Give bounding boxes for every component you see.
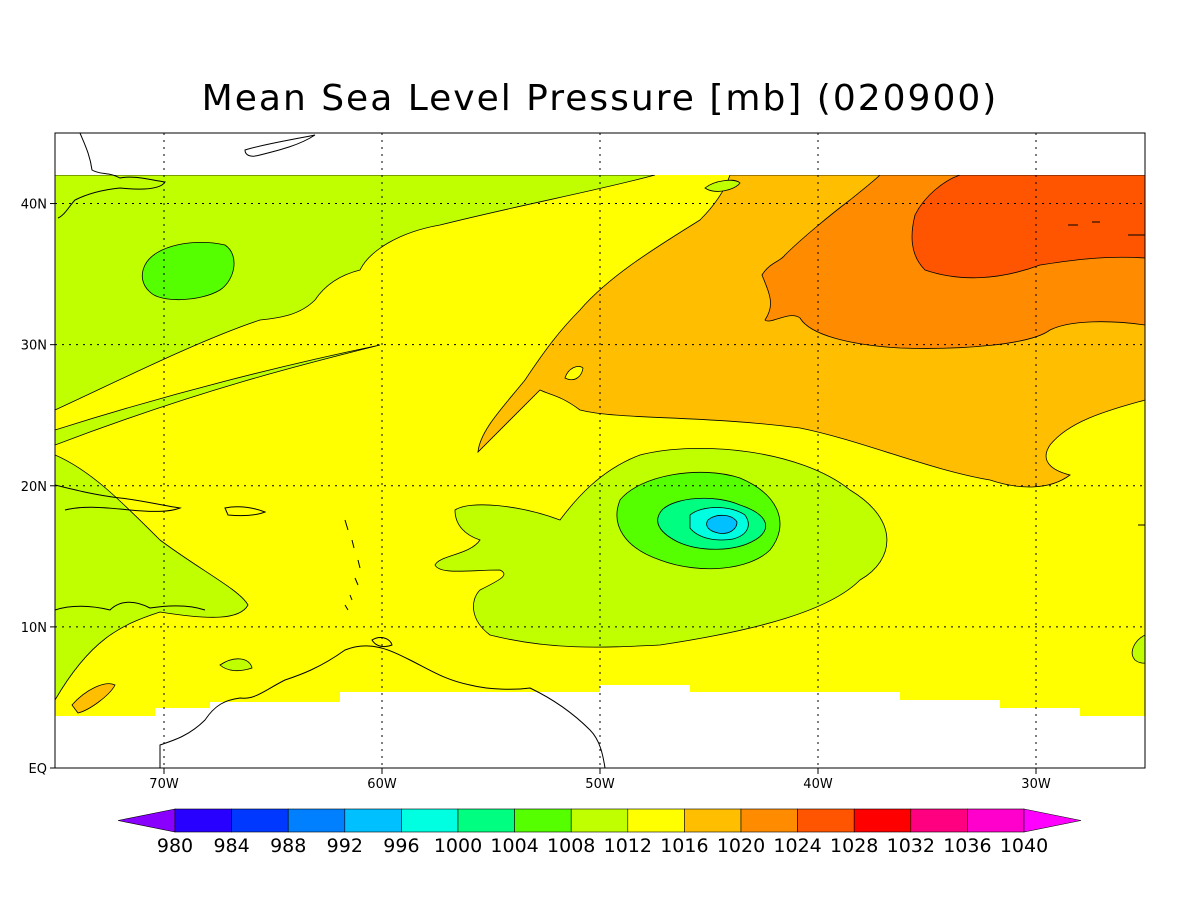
colorbar-swatch [457, 808, 515, 833]
coast-central-america [55, 601, 206, 611]
lon-tick-label: 30W [1021, 777, 1051, 792]
lat-tick-label: 40N [21, 198, 47, 213]
graticule [55, 133, 1145, 768]
coast-southeast-small [1068, 221, 1145, 526]
colorbar: 980 984 988 992 996 1000 1004 1008 1012 1016 1020 1… [117, 808, 1082, 857]
coastlines [55, 133, 1145, 768]
lat-tick-label: 30N [21, 339, 47, 354]
colorbar-label: 992 [327, 835, 363, 857]
colorbar-label: 980 [157, 835, 193, 857]
field-band-1008-1012-north-patch [704, 179, 741, 192]
colorbar-label: 1020 [717, 835, 765, 857]
coast-hispaniola [224, 506, 267, 517]
colorbar-swatch [684, 808, 742, 833]
longitude-tick-labels: 70W 60W 50W 40W 30W [149, 768, 1051, 792]
lon-tick-label: 50W [585, 777, 615, 792]
colorbar-swatch [344, 808, 402, 833]
colorbar-swatch [627, 808, 685, 833]
colorbar-max-arrow [1023, 808, 1082, 833]
colorbar-swatch [967, 808, 1025, 833]
field-band-1012-1016-blob [564, 366, 584, 381]
field-band-1004-1008-west-low [141, 242, 235, 301]
field-band-1008-1012-south [219, 658, 253, 672]
colorbar-label: 984 [213, 835, 249, 857]
lon-tick-label: 40W [803, 777, 833, 792]
lat-tick-label: 10N [21, 621, 47, 636]
colorbar-swatch [853, 808, 912, 833]
colorbar-label: 1016 [660, 835, 708, 857]
lon-tick-label: 70W [149, 777, 179, 792]
lat-tick-label: 20N [21, 480, 47, 495]
colorbar-swatch [740, 808, 798, 833]
colorbar-swatch [797, 808, 855, 833]
colorbar-swatch [514, 808, 572, 833]
colorbar-swatch [174, 808, 232, 833]
colorbar-label: 988 [270, 835, 306, 857]
field-band-1016-1020-south-patch [71, 683, 116, 714]
coast-cuba [55, 484, 182, 512]
latitude-tick-labels: EQ 10N 20N 30N 40N [21, 198, 55, 777]
colorbar-label: 1000 [434, 835, 482, 857]
coast-lesser-antilles [344, 519, 361, 611]
coast-south-america [159, 645, 606, 768]
colorbar-swatch [570, 808, 629, 833]
colorbar-label: 1012 [604, 835, 652, 857]
field-band-992-996-hurricane [706, 514, 738, 534]
colorbar-label: 1040 [1000, 835, 1048, 857]
field-band-1008-1012-west [55, 175, 656, 411]
colorbar-swatch [231, 808, 289, 833]
coast-north-america [57, 133, 166, 219]
colorbar-min-arrow [117, 808, 176, 833]
colorbar-label: 996 [383, 835, 419, 857]
colorbar-swatch [401, 808, 459, 833]
colorbar-label: 1032 [887, 835, 935, 857]
no-data-south [55, 685, 1145, 768]
lon-tick-label: 60W [367, 777, 397, 792]
coast-trinidad [371, 637, 393, 648]
field-band-1008-1012-east-patch [1131, 634, 1145, 664]
lat-tick-label: EQ [29, 762, 47, 777]
colorbar-label: 1036 [943, 835, 991, 857]
colorbar-label: 1024 [773, 835, 821, 857]
colorbar-label: 1004 [490, 835, 538, 857]
colorbar-label: 1028 [830, 835, 878, 857]
chart-title: Mean Sea Level Pressure [mb] (020900) [201, 78, 999, 119]
field-band-1008-1012-caribbean [55, 454, 249, 701]
colorbar-swatch [910, 808, 968, 833]
field-band-1024-1028 [911, 175, 1145, 279]
colorbar-label: 1008 [547, 835, 595, 857]
coast-nova-scotia [244, 134, 316, 157]
colorbar-swatch [287, 808, 346, 833]
